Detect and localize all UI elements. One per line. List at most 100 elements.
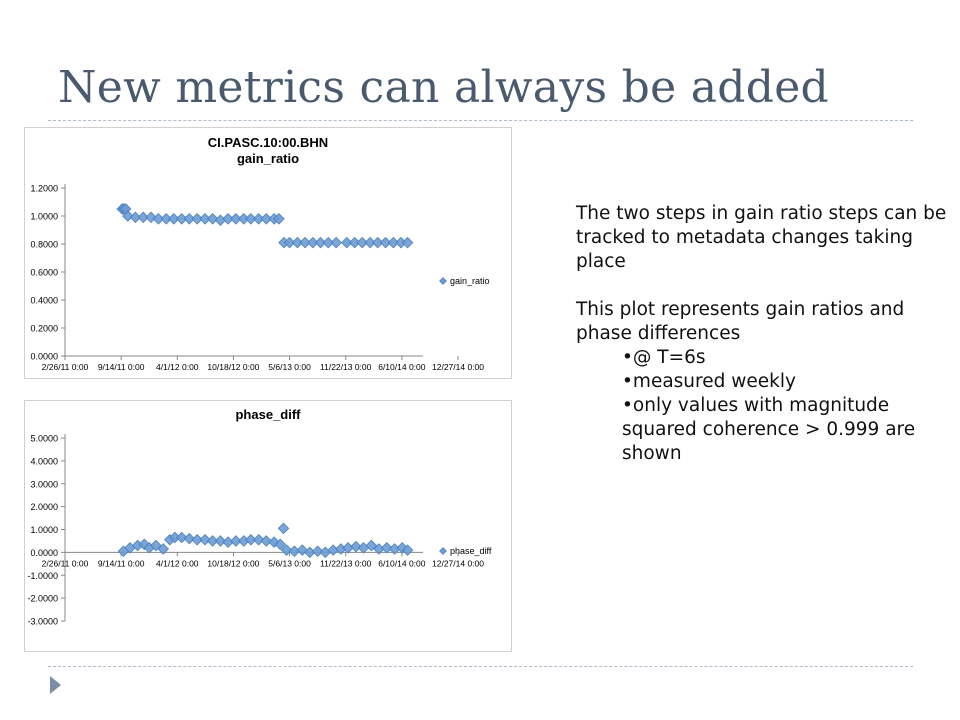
y-tick-label: 0.6000	[30, 268, 58, 278]
slide-body: The two steps in gain ratio steps can be…	[576, 202, 954, 466]
y-tick-label: 0.4000	[30, 296, 58, 306]
data-point	[138, 538, 151, 551]
slide-title: New metrics can always be added	[58, 62, 830, 113]
data-point	[230, 535, 242, 547]
data-point	[330, 236, 342, 249]
x-tick-label: 9/14/11 0:00	[98, 558, 145, 568]
data-point	[350, 540, 362, 553]
bullet-frequency: measured weekly	[622, 370, 954, 394]
y-tick-label: 1.0000	[30, 525, 58, 535]
x-tick-label: 6/10/14 0:00	[378, 558, 426, 568]
x-tick-label: 10/18/12 0:00	[207, 362, 259, 372]
nav-arrow-icon	[50, 676, 61, 694]
x-tick-label: 12/27/14 0:00	[432, 362, 484, 372]
y-tick-label: 0.2000	[30, 324, 58, 334]
data-point	[401, 236, 414, 249]
x-tick-label: 12/27/14 0:00	[432, 558, 484, 568]
data-point	[260, 213, 273, 225]
legend-marker	[439, 277, 447, 285]
chart-subtitle: gain_ratio	[237, 151, 299, 166]
chart-title: phase_diff	[235, 407, 301, 422]
data-point	[252, 534, 265, 546]
x-tick-label: 11/22/13 0:00	[320, 558, 372, 568]
legend-marker	[439, 547, 447, 555]
data-point	[191, 534, 203, 546]
y-tick-label: 1.0000	[30, 212, 58, 222]
chart-title: CI.PASC.10:00.BHN	[208, 135, 328, 150]
data-point	[348, 236, 361, 249]
data-point	[199, 213, 211, 225]
data-point	[341, 236, 353, 249]
data-point	[129, 211, 142, 224]
paragraph-gain-steps: The two steps in gain ratio steps can be…	[576, 203, 947, 272]
data-point	[175, 531, 188, 544]
data-point	[314, 236, 327, 249]
x-tick-label: 4/1/12 0:00	[156, 362, 199, 372]
data-point	[160, 213, 173, 225]
x-tick-label: 10/18/12 0:00	[207, 558, 259, 568]
phase-diff-chart: phase_diff -3.0000 -2.0000 -1.0000 0.0000 1.0…	[24, 400, 512, 652]
data-point	[183, 532, 196, 545]
data-point	[152, 213, 165, 225]
data-point	[230, 213, 242, 225]
data-point	[145, 211, 157, 224]
x-tick-label: 2/26/11 0:00	[42, 558, 89, 568]
y-tick-label: -1.0000	[27, 571, 58, 581]
data-point	[283, 236, 296, 249]
data-point	[214, 535, 227, 547]
y-tick-label: -3.0000	[27, 617, 58, 627]
gain-ratio-chart-svg: CI.PASC.10:00.BHNgain_ratio0.00000.20000…	[30, 135, 490, 372]
x-tick-label: 5/6/13 0:00	[268, 362, 311, 372]
data-point	[322, 236, 335, 249]
legend-label: gain_ratio	[450, 276, 490, 286]
data-point	[260, 535, 273, 547]
title-divider	[48, 120, 913, 121]
data-point	[379, 236, 392, 249]
data-point	[273, 213, 285, 225]
bullet-coherence: only values with magnitude squared coher…	[622, 394, 954, 466]
y-tick-label: 3.0000	[30, 479, 58, 489]
y-tick-label: 1.2000	[30, 184, 58, 194]
data-point	[222, 213, 234, 225]
data-point	[206, 535, 219, 547]
y-tick-label: 5.0000	[30, 434, 58, 444]
data-point	[274, 538, 286, 551]
data-point	[311, 545, 324, 557]
footer-divider	[48, 666, 913, 667]
x-tick-label: 6/10/14 0:00	[378, 362, 426, 372]
x-tick-label: 4/1/12 0:00	[156, 558, 199, 568]
phase-diff-chart-svg: phase_diff -3.0000 -2.0000 -1.0000 0.0000 1.0…	[27, 407, 492, 627]
data-point	[387, 236, 400, 249]
data-point	[401, 544, 414, 556]
data-point	[252, 213, 265, 225]
data-point	[299, 236, 311, 249]
data-point	[199, 534, 211, 546]
y-tick-label: -2.0000	[27, 594, 58, 604]
data-point	[356, 236, 369, 249]
data-point	[307, 236, 319, 249]
data-point	[364, 236, 376, 249]
x-tick-label: 2/26/11 0:00	[42, 362, 89, 372]
x-tick-label: 9/14/11 0:00	[98, 362, 145, 372]
y-tick-label: 0.0000	[30, 352, 58, 362]
data-point	[137, 211, 149, 224]
data-point	[365, 539, 378, 552]
y-tick-label: 0.8000	[30, 240, 58, 250]
data-point	[122, 210, 134, 222]
x-tick-label: 5/6/13 0:00	[268, 558, 311, 568]
data-point	[371, 236, 384, 249]
x-tick-label: 11/22/13 0:00	[320, 362, 372, 372]
data-point	[191, 213, 203, 225]
data-point	[168, 213, 180, 225]
data-point	[206, 213, 219, 225]
bullet-period: @ T=6s	[622, 346, 954, 370]
legend-label: phase_diff	[450, 546, 492, 556]
paragraph-plot-description: This plot represents gain ratios and pha…	[576, 299, 905, 344]
data-point	[381, 542, 393, 554]
y-tick-label: 0.0000	[30, 548, 58, 558]
y-tick-label: 4.0000	[30, 456, 58, 466]
data-point	[183, 213, 196, 225]
y-tick-label: 2.0000	[30, 502, 58, 512]
data-point	[291, 236, 304, 249]
gain-ratio-chart: CI.PASC.10:00.BHN gain_ratio 0.0000 0.2000 0…	[24, 127, 512, 379]
